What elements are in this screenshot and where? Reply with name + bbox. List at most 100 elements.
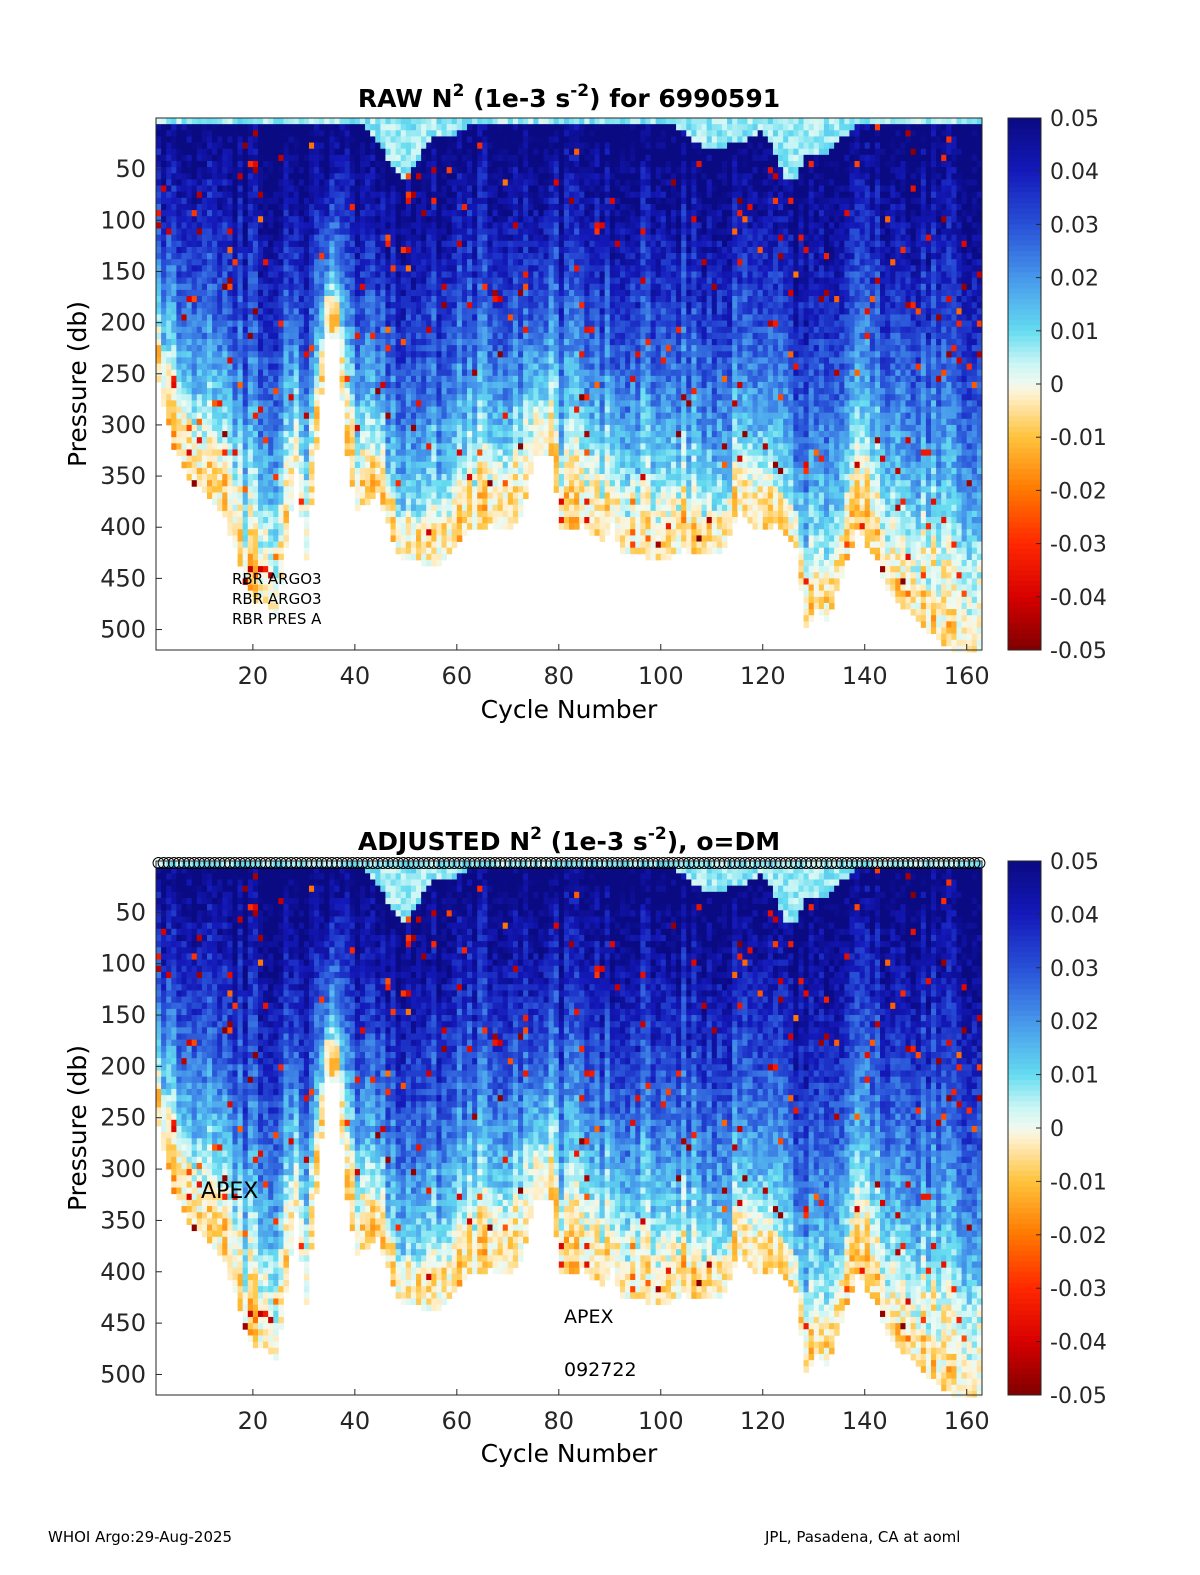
heat-cell xyxy=(319,197,325,205)
heat-cell xyxy=(528,461,534,469)
heat-cell xyxy=(303,553,310,561)
heat-cell xyxy=(518,179,524,186)
heat-cell xyxy=(512,480,519,487)
heat-cell xyxy=(461,228,468,236)
heat-cell xyxy=(365,308,371,315)
heat-cell xyxy=(431,302,437,309)
heat-cell xyxy=(359,210,366,217)
heat-cell xyxy=(232,302,238,309)
heat-cell xyxy=(487,351,493,358)
heat-cell xyxy=(512,210,519,217)
heat-cell xyxy=(217,308,223,315)
heat-cell xyxy=(354,308,361,315)
heat-cell xyxy=(314,320,320,328)
heat-cell xyxy=(166,326,172,334)
heat-cell xyxy=(416,185,422,193)
heat-cell xyxy=(161,154,167,162)
heat-cell xyxy=(456,437,463,444)
heat-cell xyxy=(482,167,488,174)
heat-cell xyxy=(257,510,264,518)
heat-cell xyxy=(201,437,208,444)
heat-cell xyxy=(518,351,524,358)
heat-cell xyxy=(416,480,422,487)
heat-cell xyxy=(324,173,330,180)
heat-cell xyxy=(319,216,325,223)
heat-cell xyxy=(273,332,279,340)
heat-cell xyxy=(507,296,514,303)
heat-cell xyxy=(308,240,315,248)
heat-cell xyxy=(416,240,422,248)
heat-cell xyxy=(446,210,453,217)
heat-cell xyxy=(191,480,198,487)
heat-cell xyxy=(395,222,402,229)
heat-cell xyxy=(201,124,208,131)
heat-cell xyxy=(217,461,223,469)
heat-cell xyxy=(176,388,182,395)
heat-cell xyxy=(222,259,228,266)
heat-cell xyxy=(523,357,529,364)
heat-cell xyxy=(283,338,289,346)
heat-cell xyxy=(410,394,417,401)
heat-cell xyxy=(156,265,162,272)
heat-cell xyxy=(518,203,524,211)
heat-cell xyxy=(257,394,264,401)
heat-cell xyxy=(196,375,203,383)
heat-cell xyxy=(273,424,279,432)
heat-cell xyxy=(395,480,402,487)
heat-cell xyxy=(451,259,458,266)
heat-cell xyxy=(528,240,534,248)
heat-cell xyxy=(278,572,284,579)
heat-cell xyxy=(477,314,483,321)
heat-cell xyxy=(502,216,509,223)
heat-cell xyxy=(293,228,300,236)
heat-cell xyxy=(298,173,305,180)
heat-cell xyxy=(523,461,529,469)
heat-cell xyxy=(171,332,177,340)
heat-cell xyxy=(283,332,289,340)
heat-cell xyxy=(492,124,499,131)
heat-cell xyxy=(273,289,279,297)
heat-cell xyxy=(487,431,493,438)
heat-cell xyxy=(196,179,203,186)
heat-cell xyxy=(283,136,289,143)
heat-cell xyxy=(232,185,238,193)
heat-cell xyxy=(201,431,208,438)
heat-cell xyxy=(206,412,213,420)
heat-cell xyxy=(227,234,233,242)
heat-cell xyxy=(400,314,407,321)
heat-cell xyxy=(298,400,305,407)
heat-cell xyxy=(161,265,167,272)
heat-cell xyxy=(390,240,397,248)
heat-cell xyxy=(298,467,305,475)
heat-cell xyxy=(477,486,483,493)
heat-cell xyxy=(349,277,356,285)
heat-cell xyxy=(303,160,310,168)
heat-cell xyxy=(359,394,366,401)
heat-cell xyxy=(426,388,432,395)
heat-cell xyxy=(528,148,534,156)
heat-cell xyxy=(247,130,254,137)
heat-cell xyxy=(334,253,340,260)
heat-cell xyxy=(548,320,555,328)
heat-cell xyxy=(456,136,463,143)
heat-cell xyxy=(375,191,381,199)
heat-cell xyxy=(298,283,305,291)
heat-cell xyxy=(410,363,417,371)
heat-cell xyxy=(395,449,402,457)
heat-cell xyxy=(487,148,493,156)
heat-cell xyxy=(156,363,162,371)
heat-cell xyxy=(263,578,269,585)
heat-cell xyxy=(395,160,402,168)
heat-cell xyxy=(354,480,361,487)
heat-cell xyxy=(482,357,488,364)
heat-cell xyxy=(171,406,177,414)
heat-cell xyxy=(257,173,264,180)
heat-cell xyxy=(314,363,320,371)
heat-cell xyxy=(314,443,320,450)
heat-cell xyxy=(441,222,448,229)
heat-cell xyxy=(161,308,167,315)
heat-cell xyxy=(257,191,264,199)
heat-cell xyxy=(171,289,177,297)
heat-cell xyxy=(451,154,458,162)
heat-cell xyxy=(451,418,458,426)
